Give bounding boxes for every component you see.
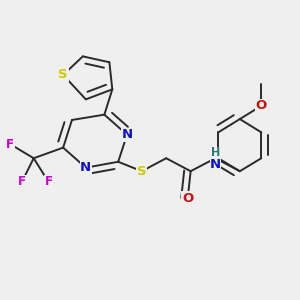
Text: H: H [211, 148, 220, 158]
Text: F: F [18, 175, 26, 188]
Text: N: N [210, 158, 221, 171]
Text: S: S [58, 68, 68, 81]
Text: S: S [137, 165, 147, 178]
Text: O: O [256, 99, 267, 112]
Text: F: F [44, 175, 52, 188]
Text: N: N [122, 128, 133, 141]
Text: F: F [6, 138, 14, 151]
Text: O: O [182, 192, 193, 205]
Text: H
N: H N [211, 147, 220, 169]
Text: N: N [80, 161, 92, 174]
